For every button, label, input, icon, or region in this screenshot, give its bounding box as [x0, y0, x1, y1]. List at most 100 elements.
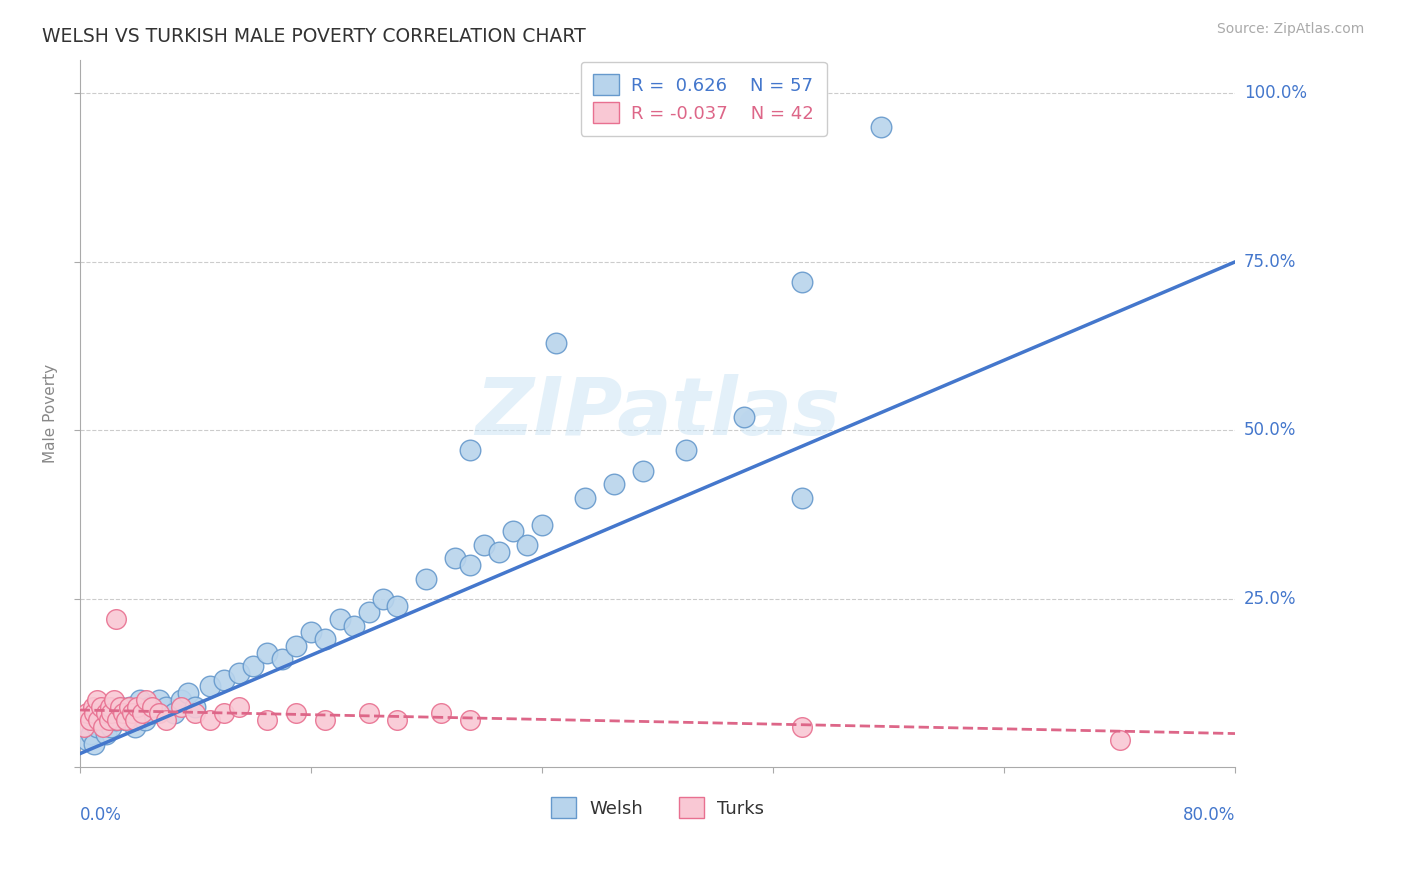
Point — [127, 706, 149, 721]
Point — [371, 591, 394, 606]
Point — [1108, 733, 1130, 747]
Point — [790, 491, 813, 505]
Point — [299, 625, 322, 640]
Point — [87, 713, 110, 727]
Point — [111, 706, 134, 721]
Point — [444, 551, 467, 566]
Point — [170, 693, 193, 707]
Point — [80, 726, 103, 740]
Point — [285, 639, 308, 653]
Point — [516, 538, 538, 552]
Point — [184, 706, 207, 721]
Point — [115, 713, 138, 727]
Point — [135, 693, 157, 707]
Point — [131, 706, 153, 721]
Point — [458, 558, 481, 572]
Point — [94, 726, 117, 740]
Point — [488, 544, 510, 558]
Point — [138, 699, 160, 714]
Point — [458, 713, 481, 727]
Point — [91, 720, 114, 734]
Point — [530, 517, 553, 532]
Point — [387, 599, 409, 613]
Point — [94, 706, 117, 721]
Point — [97, 713, 120, 727]
Point — [546, 335, 568, 350]
Point — [134, 713, 156, 727]
Point — [79, 713, 101, 727]
Text: ZIPatlas: ZIPatlas — [475, 375, 839, 452]
Point — [357, 605, 380, 619]
Point — [603, 477, 626, 491]
Y-axis label: Male Poverty: Male Poverty — [44, 364, 58, 463]
Point — [97, 706, 120, 721]
Point — [285, 706, 308, 721]
Point — [314, 713, 336, 727]
Text: 0.0%: 0.0% — [80, 806, 121, 824]
Point — [631, 464, 654, 478]
Point — [790, 720, 813, 734]
Point — [82, 699, 104, 714]
Text: Source: ZipAtlas.com: Source: ZipAtlas.com — [1216, 22, 1364, 37]
Point — [105, 713, 128, 727]
Point — [129, 693, 152, 707]
Point — [387, 713, 409, 727]
Point — [111, 706, 134, 721]
Point — [100, 706, 122, 721]
Point — [141, 699, 163, 714]
Point — [212, 706, 235, 721]
Point — [86, 693, 108, 707]
Point — [98, 699, 121, 714]
Point — [148, 693, 170, 707]
Point — [104, 713, 127, 727]
Point — [90, 699, 112, 714]
Point — [170, 699, 193, 714]
Point — [357, 706, 380, 721]
Point — [104, 612, 127, 626]
Point — [415, 572, 437, 586]
Point — [120, 699, 142, 714]
Point — [184, 699, 207, 714]
Point — [256, 713, 278, 727]
Text: 80.0%: 80.0% — [1182, 806, 1236, 824]
Point — [733, 409, 755, 424]
Point — [870, 120, 893, 134]
Point — [458, 443, 481, 458]
Text: WELSH VS TURKISH MALE POVERTY CORRELATION CHART: WELSH VS TURKISH MALE POVERTY CORRELATIO… — [42, 27, 586, 45]
Point — [177, 686, 200, 700]
Point — [228, 665, 250, 680]
Point — [472, 538, 495, 552]
Text: 75.0%: 75.0% — [1244, 252, 1296, 271]
Text: 25.0%: 25.0% — [1244, 590, 1296, 607]
Point — [124, 713, 146, 727]
Point — [574, 491, 596, 505]
Point — [76, 733, 98, 747]
Point — [343, 618, 366, 632]
Point — [103, 693, 125, 707]
Point — [83, 737, 105, 751]
Point — [90, 713, 112, 727]
Point — [108, 699, 131, 714]
Point — [228, 699, 250, 714]
Point — [675, 443, 697, 458]
Point — [502, 524, 524, 539]
Point — [242, 659, 264, 673]
Point — [270, 652, 292, 666]
Point — [118, 699, 141, 714]
Point — [329, 612, 352, 626]
Point — [121, 706, 143, 721]
Point — [86, 720, 108, 734]
Point — [115, 713, 138, 727]
Point — [100, 720, 122, 734]
Text: 100.0%: 100.0% — [1244, 85, 1306, 103]
Point — [148, 706, 170, 721]
Text: 50.0%: 50.0% — [1244, 421, 1296, 439]
Point — [790, 275, 813, 289]
Point — [141, 706, 163, 721]
Point — [198, 679, 221, 693]
Point — [212, 673, 235, 687]
Point — [162, 706, 184, 721]
Point — [430, 706, 453, 721]
Point — [83, 706, 105, 721]
Point — [155, 713, 177, 727]
